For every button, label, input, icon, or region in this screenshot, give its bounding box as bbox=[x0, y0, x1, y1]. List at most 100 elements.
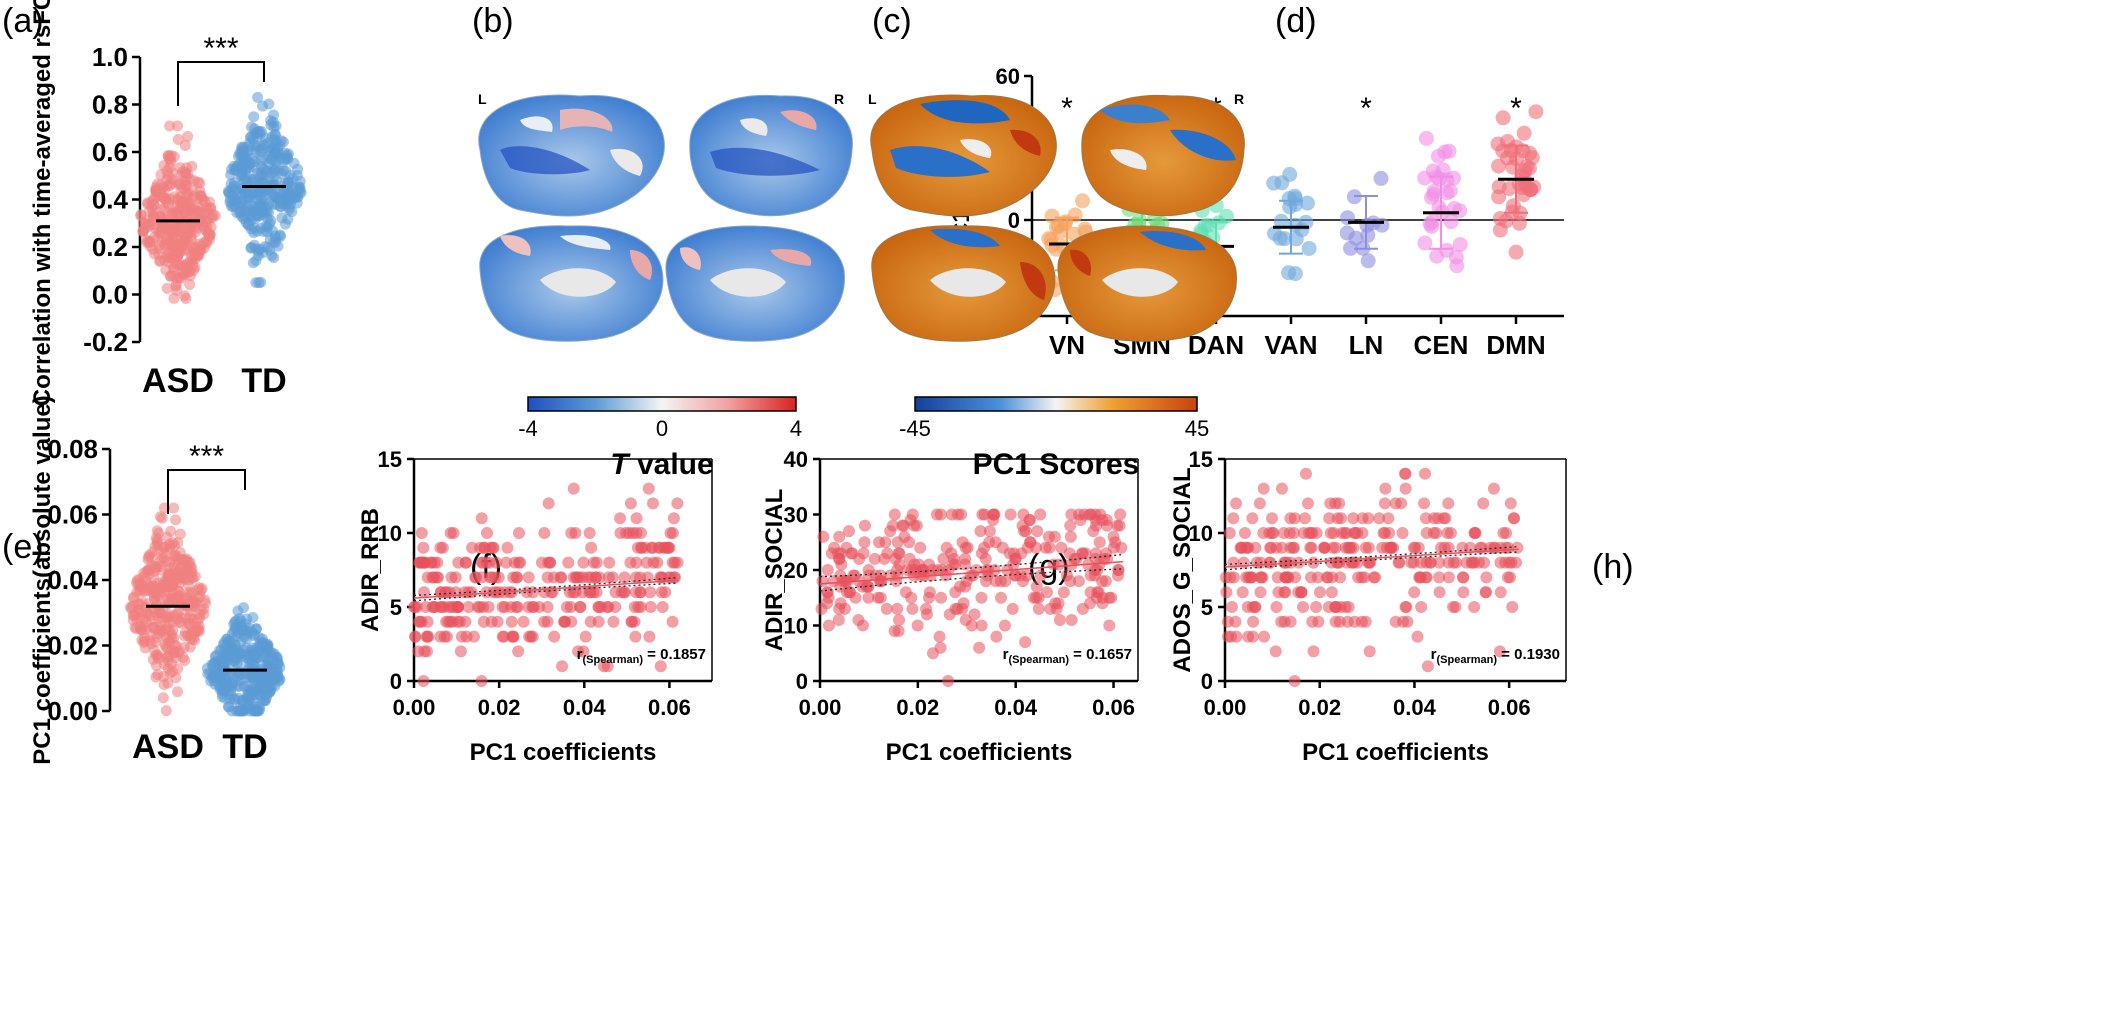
correlation-r-f: r bbox=[577, 646, 583, 663]
brain-c-left-lateral bbox=[870, 94, 1057, 217]
significance-label-d: * bbox=[1510, 92, 1522, 125]
data-point-g bbox=[1004, 508, 1017, 521]
data-point-h bbox=[1395, 497, 1408, 510]
data-point-f bbox=[614, 512, 627, 525]
data-point-e bbox=[154, 607, 166, 619]
data-point-a bbox=[257, 100, 269, 112]
data-point-g bbox=[947, 552, 960, 565]
category-label-a: ASD bbox=[142, 362, 214, 400]
data-point-f bbox=[651, 556, 664, 569]
data-point-h bbox=[1487, 482, 1500, 495]
data-point-g bbox=[955, 508, 968, 521]
y-tick-label-a: 0.4 bbox=[92, 185, 129, 215]
data-point-g bbox=[996, 541, 1009, 554]
y-tick-label-e: 0.06 bbox=[47, 500, 98, 530]
category-label-e: ASD bbox=[132, 728, 204, 766]
data-point-e bbox=[271, 654, 283, 666]
data-point-h bbox=[1457, 586, 1470, 599]
data-point-f bbox=[560, 601, 573, 613]
data-point-g bbox=[1089, 547, 1102, 560]
data-point-g bbox=[1064, 530, 1077, 543]
data-point-a bbox=[280, 197, 292, 209]
data-point-f bbox=[415, 527, 428, 539]
data-point-a bbox=[237, 189, 249, 201]
data-point-e bbox=[143, 549, 155, 561]
data-point-g bbox=[1111, 519, 1124, 532]
data-point-f bbox=[434, 630, 447, 643]
data-point-h bbox=[1376, 541, 1389, 554]
data-point-e bbox=[170, 514, 182, 526]
data-point-f bbox=[577, 645, 590, 658]
data-point-d bbox=[1491, 158, 1507, 174]
data-point-a bbox=[184, 278, 196, 290]
data-point-f bbox=[606, 571, 619, 584]
data-point-h bbox=[1284, 541, 1297, 554]
correlation-value-g: = 0.1657 bbox=[1069, 646, 1132, 663]
data-point-e bbox=[234, 680, 246, 692]
data-point-a bbox=[141, 234, 153, 246]
data-point-f bbox=[533, 601, 546, 613]
data-point-g bbox=[1009, 552, 1022, 565]
data-point-a bbox=[161, 282, 173, 294]
y-tick-label-h: 15 bbox=[1189, 447, 1213, 472]
pc1-scores-colorbar: -45 45 PC1 Scores bbox=[899, 396, 1209, 481]
data-point-d bbox=[1067, 207, 1083, 223]
data-point-h bbox=[1254, 586, 1267, 599]
data-point-a bbox=[175, 272, 187, 284]
data-point-g bbox=[975, 547, 988, 560]
y-tick-label-a: 0.0 bbox=[92, 280, 128, 310]
data-point-a bbox=[164, 193, 176, 205]
data-point-g bbox=[842, 525, 855, 538]
panel-label-d: (d) bbox=[1275, 2, 1317, 40]
data-point-h bbox=[1264, 541, 1277, 554]
data-point-d bbox=[1273, 213, 1289, 229]
data-point-h bbox=[1399, 467, 1412, 480]
data-point-g bbox=[868, 552, 881, 565]
data-point-h bbox=[1419, 512, 1432, 525]
data-point-g bbox=[968, 608, 981, 621]
data-point-e bbox=[218, 646, 230, 658]
data-point-e bbox=[157, 692, 169, 704]
data-point-a bbox=[140, 222, 152, 234]
data-point-e bbox=[204, 667, 216, 679]
data-point-f bbox=[417, 541, 430, 554]
data-point-g bbox=[858, 519, 871, 532]
correlation-subscript-h: (Spearman) bbox=[1436, 654, 1497, 666]
data-point-e bbox=[149, 636, 161, 648]
data-point-h bbox=[1269, 645, 1282, 658]
data-point-g bbox=[1112, 564, 1125, 576]
data-point-a bbox=[277, 165, 289, 177]
data-point-h bbox=[1504, 571, 1517, 584]
data-point-f bbox=[565, 615, 578, 628]
data-point-a bbox=[247, 257, 259, 269]
data-point-f bbox=[541, 601, 554, 613]
data-point-g bbox=[891, 602, 904, 615]
data-point-f bbox=[409, 630, 422, 643]
data-point-g bbox=[858, 536, 871, 549]
data-point-h bbox=[1469, 527, 1482, 539]
data-point-d bbox=[1339, 225, 1355, 241]
data-point-a bbox=[266, 250, 278, 262]
data-point-f bbox=[643, 630, 656, 643]
data-point-e bbox=[150, 671, 162, 683]
hemisphere-left-label-c: L bbox=[868, 91, 877, 107]
data-point-f bbox=[512, 645, 525, 658]
significance-label-e: *** bbox=[189, 440, 224, 473]
data-point-e bbox=[250, 670, 262, 682]
data-point-h bbox=[1456, 571, 1469, 584]
data-point-h bbox=[1415, 556, 1428, 569]
correlation-r-g: r bbox=[1003, 646, 1009, 663]
data-point-f bbox=[512, 556, 525, 569]
data-point-h bbox=[1298, 512, 1311, 525]
data-point-f bbox=[488, 571, 501, 584]
data-point-e bbox=[234, 647, 246, 659]
data-point-h bbox=[1265, 512, 1278, 525]
data-point-g bbox=[862, 564, 875, 576]
data-point-d bbox=[1272, 230, 1288, 246]
data-point-h bbox=[1352, 571, 1365, 584]
data-point-g bbox=[862, 591, 875, 604]
data-point-g bbox=[897, 519, 910, 532]
x-tick-label-h: 0.02 bbox=[1298, 695, 1341, 720]
data-point-e bbox=[165, 525, 177, 537]
